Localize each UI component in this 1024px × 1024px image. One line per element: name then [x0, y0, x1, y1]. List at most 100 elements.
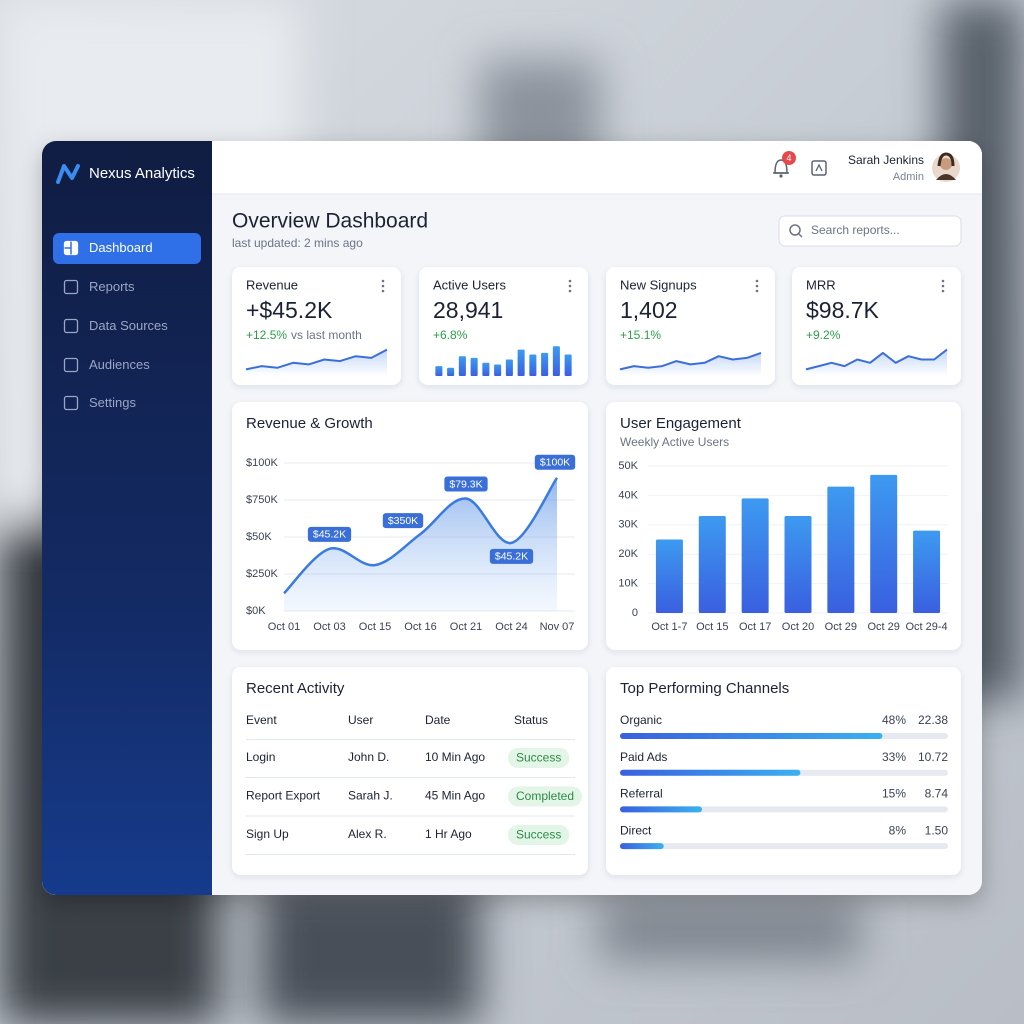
y-tick-label: $100K [246, 457, 278, 469]
x-tick-label: Oct 03 [313, 621, 345, 633]
sparkline-bar [505, 359, 513, 376]
status-pill: Success [508, 748, 570, 768]
sparkline-area [806, 349, 947, 376]
table-cell: John D. [348, 750, 389, 764]
nav-item[interactable]: Data Sources [63, 318, 169, 334]
nav-icon [63, 318, 79, 334]
nav-item[interactable]: Settings [63, 395, 137, 411]
bell-icon[interactable] [773, 159, 789, 178]
table-cell: 10 Min Ago [425, 750, 485, 764]
y-tick-label: 50K [618, 460, 638, 472]
share-icon[interactable] [811, 160, 827, 176]
y-tick-label: 10K [618, 578, 638, 590]
status-pill: Success [508, 825, 570, 845]
page-title: Overview Dashboard [232, 210, 428, 233]
kpi-label: Active Users [433, 277, 506, 292]
annotation-label: $79.3K [449, 478, 482, 490]
x-tick-label: Oct 15 [696, 621, 728, 633]
search-box[interactable] [778, 215, 962, 247]
channel-value: 1.50 [925, 823, 949, 837]
search-icon-handle [798, 233, 803, 238]
kpi-change: +6.8% [433, 328, 468, 342]
x-tick-label: Oct 16 [404, 621, 436, 633]
annotation-label: $45.2K [313, 529, 346, 541]
kpi-menu-dot [381, 289, 385, 293]
card [232, 667, 588, 875]
annotation: $79.3K [444, 476, 488, 492]
table-cell: Sarah J. [348, 789, 393, 803]
kpi-value: $98.7K [806, 297, 880, 323]
sidebar [42, 141, 212, 895]
y-tick-label: 30K [618, 519, 638, 531]
status-label: Completed [516, 789, 574, 803]
user-role: Admin [893, 171, 924, 183]
x-tick-label: Oct 21 [450, 621, 482, 633]
annotation-bg [382, 513, 424, 529]
table-cell: 45 Min Ago [425, 789, 485, 803]
annotation: $350K [382, 513, 424, 529]
channel-bar [620, 806, 702, 813]
kpi-change: +12.5% [246, 328, 287, 342]
table-header: User [348, 713, 373, 727]
nav-label: Data Sources [89, 318, 168, 333]
sparkline-bar [447, 367, 455, 376]
user-name: Sarah Jenkins [848, 153, 924, 167]
nav-label: Dashboard [89, 240, 153, 255]
window: Nexus Analytics 4 Sarah Jenkins Admin Ov… [42, 141, 982, 895]
kpi-menu-dot [941, 284, 945, 288]
channel-value: 10.72 [918, 750, 948, 764]
chart-subtitle: Weekly Active Users [620, 435, 729, 449]
kpi-menu-dot [941, 279, 945, 283]
kpi-label: MRR [806, 277, 836, 292]
kpi-value: 1,402 [620, 297, 678, 323]
table-title: Recent Activity [246, 680, 345, 697]
x-tick-label: Oct 29 [868, 621, 900, 633]
kpi-change: +15.1% [620, 328, 661, 342]
x-tick-label: Oct 17 [739, 621, 771, 633]
bar [784, 515, 812, 613]
kpi-menu-dot [941, 289, 945, 293]
nav-item[interactable]: Dashboard [53, 233, 201, 264]
avatar[interactable] [930, 152, 962, 184]
channel-name: Paid Ads [620, 750, 667, 764]
nav-icon-detail [64, 241, 72, 255]
kpi-note: vs last month [291, 328, 362, 342]
sparkline-bar [470, 357, 478, 376]
line-area [284, 477, 557, 611]
x-tick-label: Oct 1-7 [651, 621, 687, 633]
table-header: Date [425, 713, 451, 727]
nav-icon [63, 357, 79, 373]
bar [655, 539, 683, 613]
annotation: $45.2K [307, 526, 352, 542]
bar [741, 498, 769, 613]
x-tick-label: Oct 15 [359, 621, 391, 633]
table-cell: Alex R. [348, 827, 387, 841]
kpi-value: 28,941 [433, 297, 503, 323]
channel-share: 48% [882, 713, 906, 727]
x-tick-label: Oct 29 [825, 621, 857, 633]
search-icon [789, 224, 801, 236]
annotation-bg [444, 476, 488, 492]
annotation: $45.2K [489, 548, 534, 564]
channel-share: 15% [882, 787, 906, 801]
search-placeholder: Search reports... [811, 223, 900, 237]
channel-share: 8% [889, 823, 907, 837]
chart-title: Revenue & Growth [246, 415, 373, 432]
annotation-label: $350K [388, 515, 418, 527]
kpi-change: +9.2% [806, 328, 841, 342]
channels-title: Top Performing Channels [620, 680, 789, 697]
bar [870, 474, 898, 613]
nav-item[interactable]: Audiences [63, 357, 151, 373]
kpi-value: +$45.2K [246, 297, 333, 323]
table-header: Status [514, 713, 548, 727]
channel-track [620, 843, 948, 850]
channel-bar [620, 733, 883, 739]
kpi-label: Revenue [246, 277, 298, 292]
nav-item[interactable]: Reports [63, 279, 136, 295]
sparkline-bar [529, 354, 537, 376]
x-tick-label: Nov 07 [540, 621, 575, 633]
x-tick-label: Oct 01 [268, 621, 300, 633]
logo [56, 164, 80, 184]
table-cell: Report Export [246, 789, 321, 803]
